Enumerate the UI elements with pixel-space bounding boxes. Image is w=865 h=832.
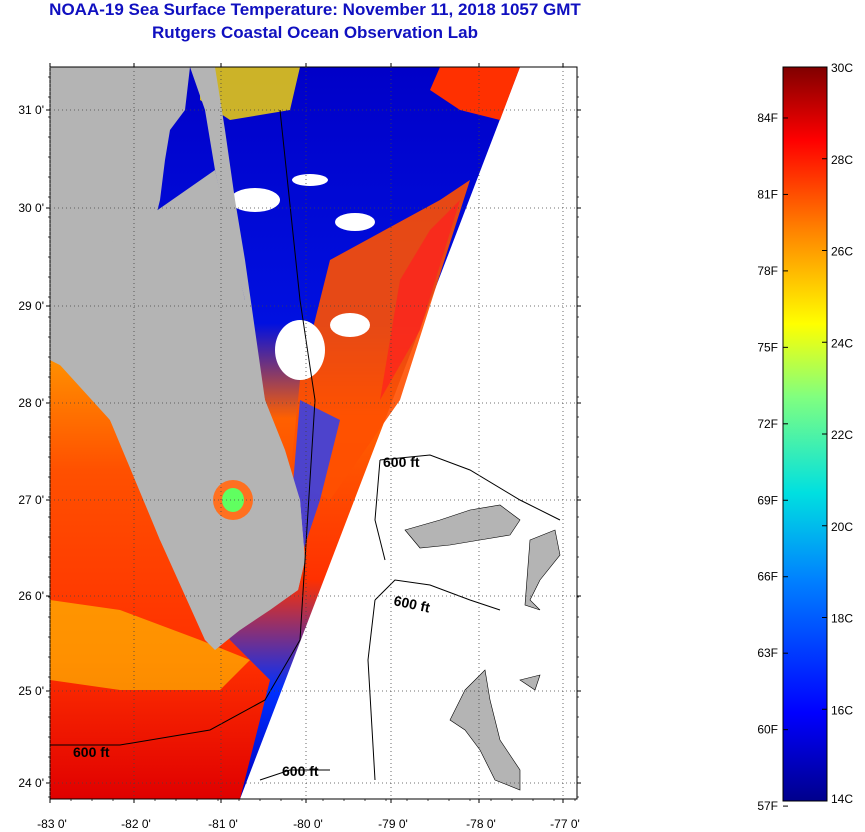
depth-label: 600 ft	[392, 592, 431, 615]
graticule	[46, 63, 581, 803]
colorbar-fahrenheit-label: 81F	[757, 187, 778, 201]
depth-label: 600 ft	[73, 744, 110, 760]
colorbar	[782, 66, 828, 802]
lon-tick-label: -78 0'	[466, 817, 496, 831]
lat-tick-label: 25 0'	[18, 684, 44, 698]
lat-tick-label: 28 0'	[18, 396, 44, 410]
colorbar-fahrenheit-label: 66F	[757, 570, 778, 584]
lat-tick-label: 31 0'	[18, 103, 44, 117]
lat-tick-label: 30 0'	[18, 201, 44, 215]
longitude-labels: -83 0' -82 0' -81 0' -80 0' -79 0' -78 0' -77 …	[37, 817, 580, 831]
colorbar-celsius-label: 18C	[831, 612, 853, 626]
colorbar-fahrenheit-label: 69F	[757, 493, 778, 507]
map-title: NOAA-19 Sea Surface Temperature: Novembe…	[49, 0, 581, 19]
map-frame	[49, 66, 578, 800]
colorbar-fahrenheit-label: 78F	[757, 264, 778, 278]
colorbar-ticks: 30C 28C 26C 24C 22C 20C 18C 16C 14C 84F 81F 78F 75F 7…	[757, 61, 853, 813]
lon-tick-label: -81 0'	[208, 817, 238, 831]
lon-tick-label: -83 0'	[37, 817, 67, 831]
colorbar-celsius-label: 14C	[831, 792, 853, 806]
colorbar-fahrenheit-label: 63F	[757, 646, 778, 660]
colorbar-celsius-label: 30C	[831, 61, 853, 75]
lon-tick-label: -77 0'	[550, 817, 580, 831]
bahamas-land	[404, 504, 521, 549]
lat-tick-label: 27 0'	[18, 493, 44, 507]
colorbar-celsius-label: 22C	[831, 428, 853, 442]
lon-tick-label: -79 0'	[378, 817, 408, 831]
colorbar-celsius-label: 28C	[831, 153, 853, 167]
colorbar-fahrenheit-label: 75F	[757, 340, 778, 354]
lat-tick-label: 24 0'	[18, 776, 44, 790]
lat-tick-label: 26 0'	[18, 589, 44, 603]
depth-label: 600 ft	[282, 763, 319, 779]
colorbar-fahrenheit-label: 60F	[757, 723, 778, 737]
latitude-labels: 31 0' 30 0' 29 0' 28 0' 27 0' 26 0' 25 0' 24 0'	[18, 103, 44, 790]
lat-tick-label: 29 0'	[18, 299, 44, 313]
colorbar-celsius-label: 16C	[831, 703, 853, 717]
lon-tick-label: -82 0'	[121, 817, 151, 831]
colorbar-celsius-label: 24C	[831, 336, 853, 350]
lon-tick-label: -80 0'	[293, 817, 323, 831]
colorbar-fahrenheit-label: 72F	[757, 417, 778, 431]
depth-label: 600 ft	[383, 454, 420, 470]
colorbar-celsius-label: 26C	[831, 245, 853, 259]
map-subtitle: Rutgers Coastal Ocean Observation Lab	[152, 23, 478, 42]
colorbar-fahrenheit-label: 57F	[757, 799, 778, 813]
colorbar-fahrenheit-label: 84F	[757, 111, 778, 125]
florida-interior	[50, 170, 305, 640]
depth-contours	[50, 109, 561, 781]
colorbar-celsius-label: 20C	[831, 520, 853, 534]
